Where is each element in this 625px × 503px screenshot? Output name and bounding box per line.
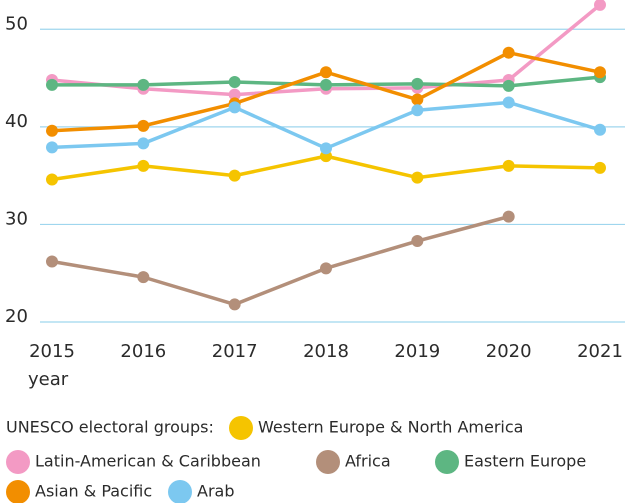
legend-swatch (316, 450, 340, 474)
data-point (228, 169, 241, 182)
y-tick-label: 30 (5, 208, 28, 229)
data-point (320, 142, 332, 155)
x-tick-label: 2016 (120, 341, 166, 362)
x-tick-label: 2020 (486, 341, 532, 362)
data-point (228, 75, 241, 88)
legend-label: Eastern Europe (464, 452, 586, 471)
y-tick-label: 50 (5, 13, 28, 34)
data-point (46, 78, 58, 91)
data-point (46, 124, 58, 137)
data-point (228, 101, 241, 114)
x-tick-label: 2015 (29, 341, 75, 362)
legend-swatch (168, 480, 192, 503)
data-point (411, 171, 424, 184)
data-point (594, 66, 606, 79)
data-point (137, 137, 150, 150)
legend-title: UNESCO electoral groups: (6, 418, 214, 437)
data-point (594, 0, 606, 11)
legend-swatch (435, 450, 459, 474)
data-point (137, 119, 150, 132)
data-point (137, 159, 150, 172)
data-point (411, 235, 424, 248)
data-point (320, 262, 332, 275)
x-tick-label: 2018 (303, 341, 349, 362)
data-point (594, 123, 606, 136)
data-point (594, 161, 606, 174)
data-point (502, 96, 515, 109)
data-point (502, 46, 515, 59)
x-tick-label: 2019 (394, 341, 440, 362)
data-point (46, 173, 58, 186)
x-tick-label: 2021 (577, 341, 623, 362)
y-tick-label: 40 (5, 111, 28, 132)
data-point (320, 78, 332, 91)
data-point (320, 66, 332, 79)
data-point (46, 141, 58, 154)
data-point (228, 88, 241, 101)
data-point (502, 210, 515, 223)
legend-swatch (229, 416, 253, 440)
data-point (411, 93, 424, 106)
legend-swatch (6, 480, 30, 503)
x-tick-label: 2017 (212, 341, 258, 362)
data-point (411, 77, 424, 90)
legend-label: Western Europe & North America (258, 418, 523, 437)
y-tick-label: 20 (5, 306, 28, 327)
data-point (502, 79, 515, 92)
series-line (51, 214, 510, 307)
x-axis-label: year (28, 369, 69, 390)
legend-label: Latin-American & Caribbean (35, 452, 261, 471)
legend-swatch (6, 450, 30, 474)
legend-label: Arab (197, 482, 234, 501)
data-point (46, 255, 58, 268)
data-point (228, 298, 241, 311)
legend-label: Asian & Pacific (35, 482, 152, 501)
legend-label: Africa (345, 452, 391, 471)
data-point (411, 104, 424, 117)
data-point (137, 78, 150, 91)
data-point (502, 159, 515, 172)
data-point (137, 271, 150, 284)
